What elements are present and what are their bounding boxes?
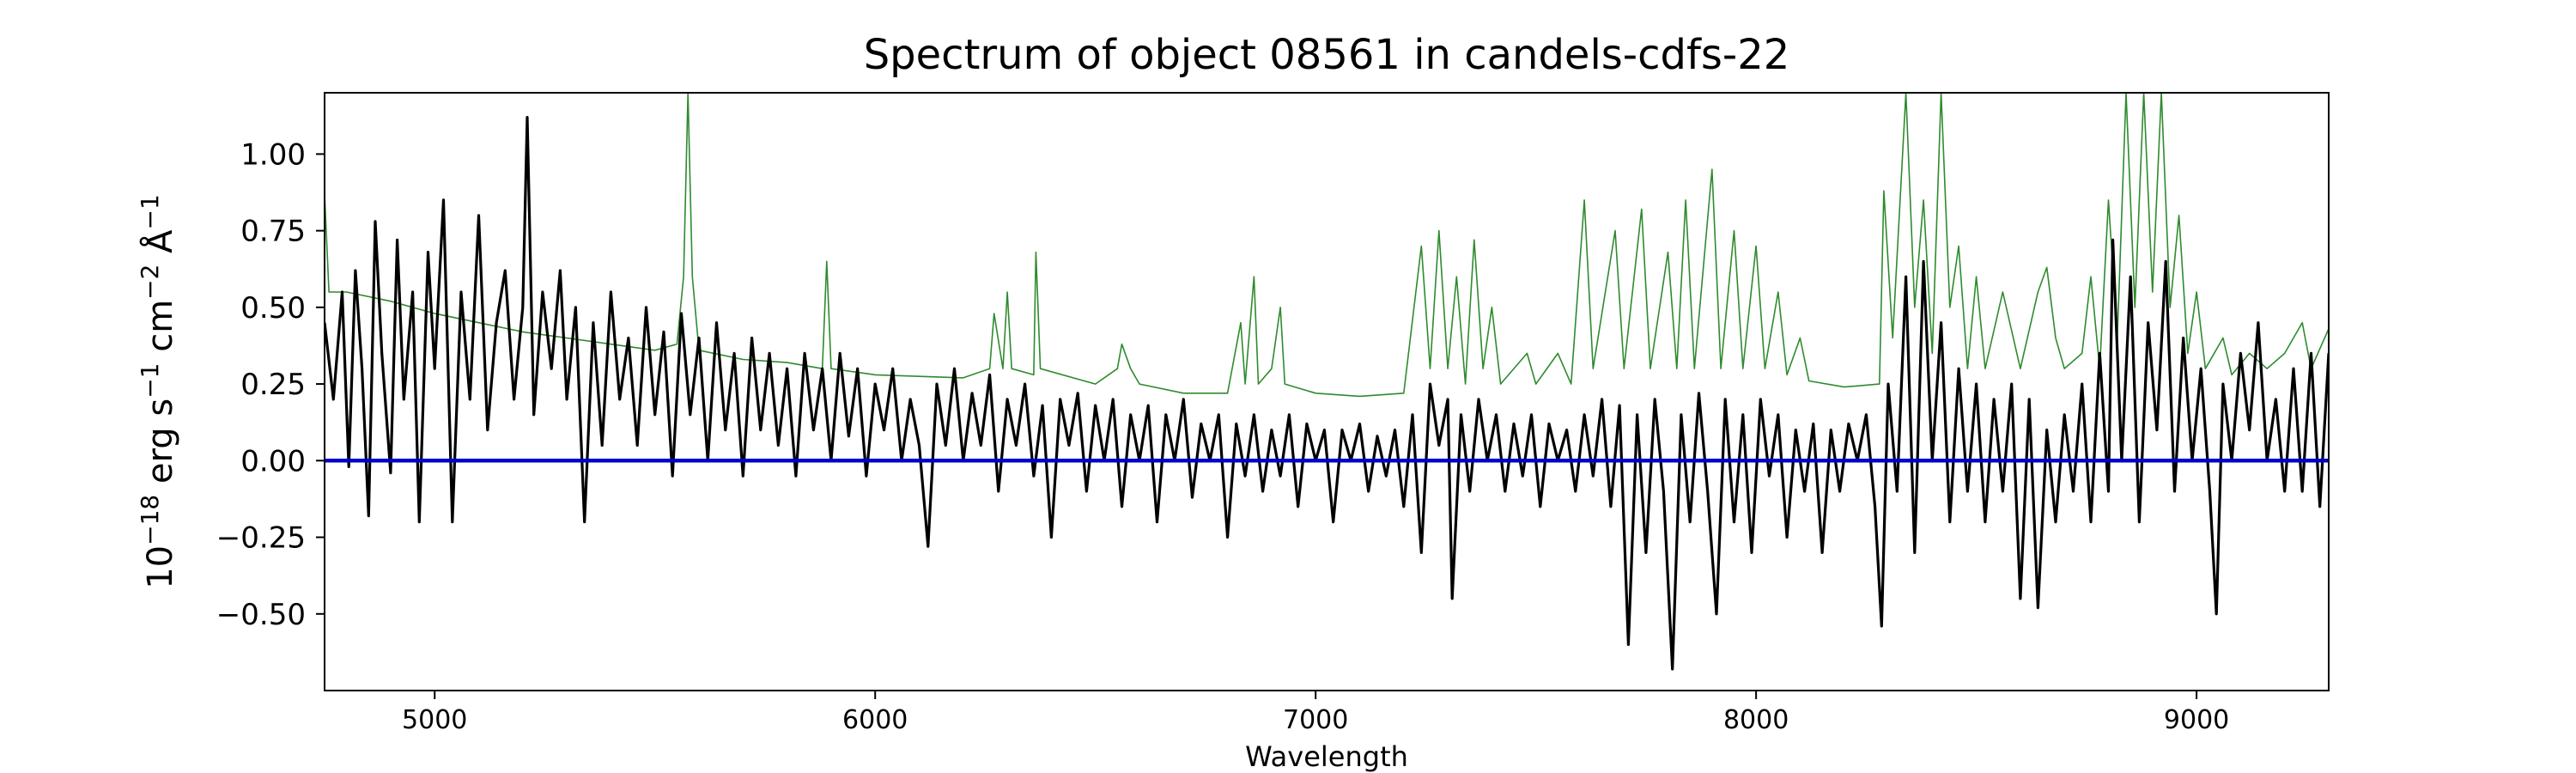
y-tick-label: 0.25	[240, 368, 306, 402]
series-line-error	[325, 93, 2329, 398]
y-axis-label: 10−18 erg s−1 cm−2 Å−1	[136, 194, 181, 589]
y-tick-label: 0.75	[240, 215, 306, 249]
plot-frame	[324, 92, 2330, 691]
x-axis-label: Wavelength	[1245, 740, 1408, 773]
x-tick-label: 8000	[1723, 705, 1789, 735]
y-tick-label: 0.00	[240, 444, 306, 478]
y-tick-label: −0.25	[216, 521, 306, 556]
x-tick-label: 7000	[1283, 705, 1348, 735]
y-tick-label: −0.50	[216, 598, 306, 632]
y-tick-label: 1.00	[240, 137, 306, 172]
x-tick-label: 6000	[842, 705, 908, 735]
series-line-flux	[325, 116, 2329, 671]
y-tick-label: 0.50	[240, 291, 306, 326]
chart-title: Spectrum of object 08561 in candels-cdfs…	[864, 31, 1790, 79]
x-tick-label: 5000	[402, 705, 467, 735]
x-tick-label: 9000	[2164, 705, 2229, 735]
